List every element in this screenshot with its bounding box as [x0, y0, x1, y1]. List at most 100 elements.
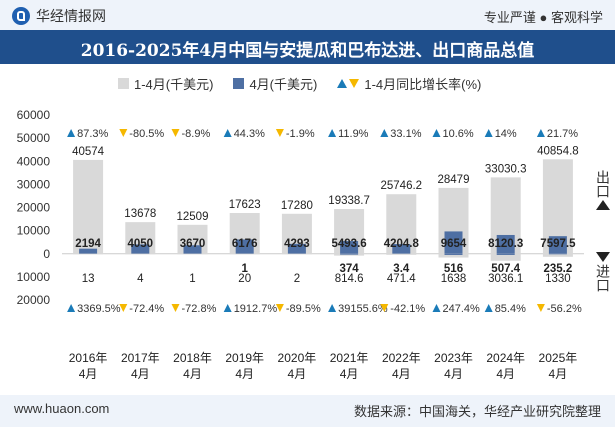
bar-import-cumulative [490, 253, 521, 261]
data-label-export-monthly: 7597.5 [540, 238, 576, 250]
growth-label-export: 33.1% [390, 128, 421, 140]
side-label-export-text: 出口 [595, 170, 611, 198]
top-bar [0, 0, 615, 30]
bar-export-monthly [392, 244, 411, 254]
growth-marker-import-down-icon [275, 304, 284, 312]
x-category-label: 2022年 4月 [382, 351, 421, 381]
data-label-import-cumulative: 13 [82, 273, 95, 285]
x-category-label-line: 2020年 [278, 351, 317, 365]
bar-import-cumulative [386, 253, 417, 255]
triangle-down-icon [349, 79, 360, 88]
data-label-export-monthly: 4204.8 [384, 238, 420, 250]
data-label-export-monthly: 8120.3 [488, 238, 523, 250]
growth-marker-import-down-icon [536, 304, 545, 312]
footer-website: www.huaon.com [14, 401, 110, 416]
growth-marker-import-down-icon [171, 304, 180, 312]
growth-label-import: -56.2% [547, 303, 582, 315]
data-label-export-monthly: 9654 [441, 238, 467, 250]
x-category-label: 2025年 4月 [539, 351, 578, 381]
x-category-label-line: 2018年 [173, 351, 212, 365]
data-label-import-cumulative: 814.6 [335, 273, 364, 285]
bar-export-monthly [131, 244, 150, 254]
x-category-label-line: 2017年 [121, 351, 160, 365]
growth-marker-import-up-icon [223, 304, 232, 312]
growth-label-export: 21.7% [547, 128, 578, 140]
legend-item-cumulative: 1-4月(千美元) [118, 74, 213, 93]
x-category-label-line: 4月 [496, 367, 515, 381]
growth-label-import: 247.4% [443, 303, 481, 315]
data-label-export-cumulative: 25746.2 [381, 180, 423, 192]
data-label-export-cumulative: 40854.8 [537, 145, 579, 157]
growth-label-import: -42.1% [390, 303, 425, 315]
legend-item-growth: 1-4月同比增长率(%) [337, 74, 481, 93]
bar-import-cumulative [438, 253, 469, 258]
x-category-label: 2017年 4月 [121, 351, 160, 381]
legend-swatch-cumulative [118, 78, 129, 89]
growth-marker-export-up-icon [67, 129, 76, 137]
legend-item-monthly: 4月(千美元) [233, 74, 317, 93]
growth-label-export: 11.9% [338, 128, 369, 140]
bar-export-cumulative [73, 159, 104, 254]
data-label-import-cumulative: 1330 [545, 273, 571, 285]
x-category-label: 2021年 4月 [330, 351, 369, 381]
growth-marker-export-up-icon [380, 129, 389, 137]
side-label-import-text: 进口 [595, 264, 611, 292]
growth-label-export: 87.3% [77, 128, 108, 140]
x-category-label-line: 4月 [392, 367, 411, 381]
growth-marker-export-down-icon [275, 129, 284, 137]
chart-title: 2016-2025年4月中国与安提瓜和巴布达进、出口商品总值 [80, 41, 535, 61]
x-category-label-line: 2021年 [330, 351, 369, 365]
data-label-import-cumulative: 20 [238, 273, 251, 285]
growth-marker-import-up-icon [67, 304, 76, 312]
growth-marker-export-up-icon [432, 129, 441, 137]
bar-export-monthly [340, 241, 359, 254]
bar-import-cumulative [281, 253, 312, 255]
data-label-import-cumulative: 2 [294, 273, 300, 285]
legend-label-cumulative: 1-4月(千美元) [134, 77, 214, 92]
legend-label-monthly: 4月(千美元) [249, 77, 318, 92]
brand-name: 华经情报网 [36, 8, 106, 24]
growth-marker-export-up-icon [536, 129, 545, 137]
bar-export-monthly [444, 231, 463, 254]
data-label-export-cumulative: 17280 [281, 200, 313, 212]
x-category-label-line: 2016年 [69, 351, 108, 365]
data-label-import-monthly: 235.2 [544, 263, 573, 275]
x-category-label-line: 4月 [340, 367, 359, 381]
growth-marker-import-down-icon [119, 304, 128, 312]
y-tick-label: 20000 [17, 293, 51, 307]
y-tick-label: 10000 [17, 270, 51, 284]
growth-marker-export-down-icon [119, 129, 128, 137]
bar-export-monthly [183, 245, 202, 254]
x-category-label-line: 4月 [183, 367, 202, 381]
data-label-export-monthly: 2194 [75, 238, 101, 250]
growth-marker-export-up-icon [484, 129, 493, 137]
legend-swatch-monthly [233, 78, 245, 89]
data-label-import-monthly: 3.4 [393, 263, 410, 275]
data-label-export-cumulative: 19338.7 [328, 195, 370, 207]
growth-label-import: -72.8% [182, 303, 217, 315]
bar-import-monthly [444, 253, 463, 255]
data-label-import-cumulative: 3036.1 [488, 273, 523, 285]
y-tick-label: 50000 [17, 131, 51, 145]
growth-marker-import-up-icon [328, 304, 337, 312]
growth-label-export: 14% [495, 128, 517, 140]
growth-label-export: -1.9% [286, 128, 315, 140]
data-label-import-cumulative: 1638 [441, 273, 467, 285]
x-category-label-line: 4月 [288, 367, 307, 381]
growth-marker-import-up-icon [484, 304, 493, 312]
data-label-import-monthly: 374 [340, 263, 360, 275]
x-category-label-line: 2024年 [486, 351, 525, 365]
data-label-export-cumulative: 13678 [124, 208, 156, 220]
y-tick-label: 30000 [17, 177, 51, 191]
side-label-export: 出口 [595, 170, 611, 212]
arrow-up-icon [596, 200, 610, 210]
growth-label-import: -89.5% [286, 303, 321, 315]
y-tick-label: 60000 [17, 108, 51, 122]
x-category-label: 2020年 4月 [278, 351, 317, 381]
y-tick-label: 10000 [17, 224, 51, 238]
x-category-label-line: 2022年 [382, 351, 421, 365]
bar-export-monthly [287, 243, 306, 254]
x-category-label: 2019年 4月 [225, 351, 264, 381]
bar-import-cumulative [177, 253, 208, 255]
x-category-label: 2016年 4月 [69, 351, 108, 381]
